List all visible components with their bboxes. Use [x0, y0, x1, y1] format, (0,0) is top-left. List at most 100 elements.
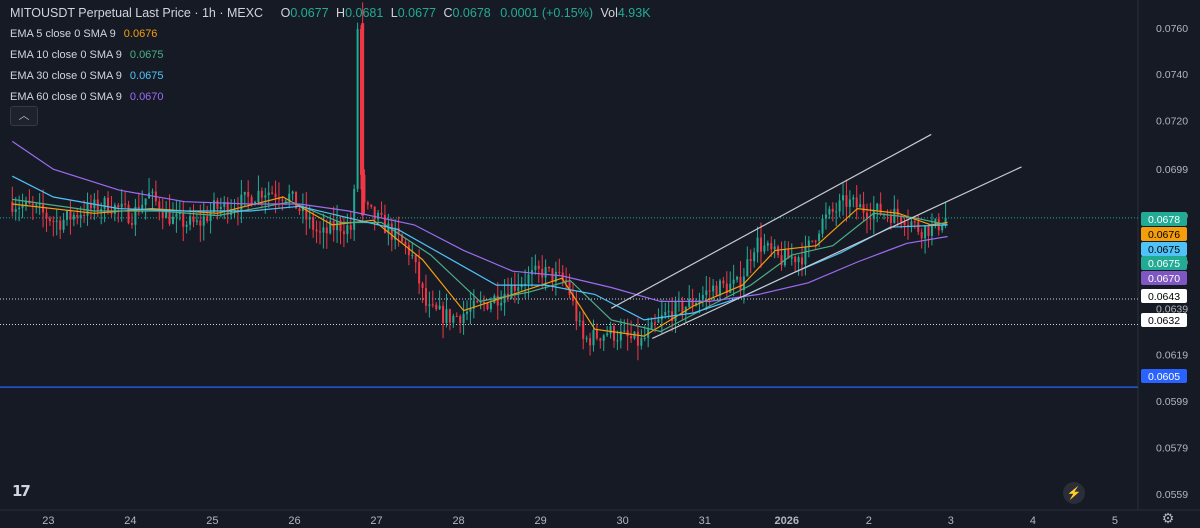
x-tick-label: 27: [370, 515, 382, 527]
chevron-up-icon[interactable]: ︿: [10, 106, 38, 126]
gear-icon[interactable]: ⚙: [1161, 510, 1175, 526]
candle-body: [530, 270, 533, 275]
candle-body: [913, 221, 916, 223]
candle-body: [79, 215, 82, 218]
candle-body: [431, 304, 434, 306]
price-label-text: 0.0675: [1148, 258, 1180, 270]
candle-body: [712, 285, 715, 292]
candle-body: [113, 205, 116, 214]
candle-body: [445, 309, 448, 323]
candle-body: [691, 298, 694, 306]
candle-body: [414, 255, 417, 263]
candle-body: [332, 220, 335, 231]
y-tick-label: 0.0740: [1156, 69, 1188, 81]
candle-body: [842, 195, 845, 201]
candle-body: [479, 301, 482, 303]
candle-body: [189, 216, 192, 225]
candle-body: [773, 246, 776, 250]
candle-body: [541, 268, 544, 278]
candle-body: [38, 204, 41, 206]
candle-body: [674, 301, 677, 321]
candle-body: [69, 210, 72, 220]
candle-body: [100, 208, 103, 212]
candle-body: [62, 219, 65, 230]
candle-body: [606, 333, 609, 336]
candle-body: [565, 279, 568, 282]
symbol-title[interactable]: MITOUSDT Perpetual Last Price · 1h · MEX…: [10, 6, 264, 20]
candle-body: [517, 287, 520, 291]
candle-body: [216, 200, 219, 209]
tradingview-logo[interactable]: 17: [12, 482, 31, 500]
candle-body: [264, 195, 267, 198]
indicator-value: 0.0676: [123, 28, 158, 40]
candle-body: [206, 216, 209, 221]
indicator-ema-60[interactable]: EMA 60 close 0 SMA 9 0.0670: [10, 91, 164, 103]
candle-body: [862, 204, 865, 213]
candle-body: [804, 246, 807, 265]
x-tick-label: 23: [42, 515, 54, 527]
candle-body: [438, 305, 441, 310]
indicator-ema-30[interactable]: EMA 30 close 0 SMA 9 0.0675: [10, 70, 164, 82]
price-label-text: 0.0675: [1148, 244, 1180, 256]
candle-body: [725, 283, 728, 293]
candle-body: [889, 215, 892, 223]
candle-body: [373, 206, 376, 220]
candle-body: [158, 201, 161, 212]
candle-body: [325, 227, 328, 234]
indicator-name: EMA 60 close 0 SMA 9: [10, 91, 122, 103]
x-tick-label: 3: [948, 515, 954, 527]
candle-body: [380, 212, 383, 215]
candle-body: [257, 190, 260, 202]
indicator-value: 0.0675: [129, 70, 164, 82]
candle-body: [295, 191, 298, 209]
spike-candle-body: [361, 23, 365, 216]
candle-body: [537, 265, 540, 269]
candle-body: [202, 216, 205, 226]
candle-body: [630, 336, 633, 339]
candle-body: [619, 331, 622, 341]
candle-body: [876, 203, 879, 210]
candle-body: [879, 203, 882, 215]
candle-body: [483, 301, 486, 304]
candle-body: [195, 220, 198, 222]
candle-body: [818, 233, 821, 241]
y-tick-label: 0.0720: [1156, 116, 1188, 128]
candle-body: [370, 204, 373, 207]
candle-body: [534, 265, 537, 271]
indicator-ema-10[interactable]: EMA 10 close 0 SMA 9 0.0675: [10, 49, 164, 61]
candle-body: [281, 199, 284, 201]
candle-body: [571, 294, 574, 301]
candle-body: [18, 207, 21, 209]
candle-body: [89, 202, 92, 209]
candle-body: [787, 249, 790, 259]
candle-body: [11, 201, 14, 212]
candle-body: [86, 202, 89, 216]
candle-body: [442, 305, 445, 323]
candle-body: [366, 202, 369, 205]
candle-body: [175, 213, 178, 217]
candle-body: [715, 285, 718, 296]
candle-body: [801, 257, 804, 265]
candle-body: [496, 295, 499, 306]
candle-body: [722, 280, 725, 284]
candle-body: [667, 311, 670, 313]
candle-body: [595, 329, 598, 339]
lightning-icon[interactable]: ⚡: [1063, 482, 1085, 504]
candle-body: [178, 213, 181, 215]
indicator-name: EMA 30 close 0 SMA 9: [10, 70, 122, 82]
indicator-ema-5[interactable]: EMA 5 close 0 SMA 9 0.0676: [10, 28, 157, 40]
candle-body: [435, 304, 438, 310]
candle-body: [315, 229, 318, 232]
candle-body: [377, 212, 380, 220]
candle-body: [120, 203, 123, 208]
candle-body: [828, 208, 831, 215]
candle-body: [24, 200, 27, 205]
price-label-badge: [1141, 227, 1187, 241]
indicator-name: EMA 10 close 0 SMA 9: [10, 49, 122, 61]
candle-body: [250, 196, 253, 206]
candle-body: [558, 271, 561, 273]
candle-body: [602, 335, 605, 341]
candle-body: [168, 209, 171, 224]
